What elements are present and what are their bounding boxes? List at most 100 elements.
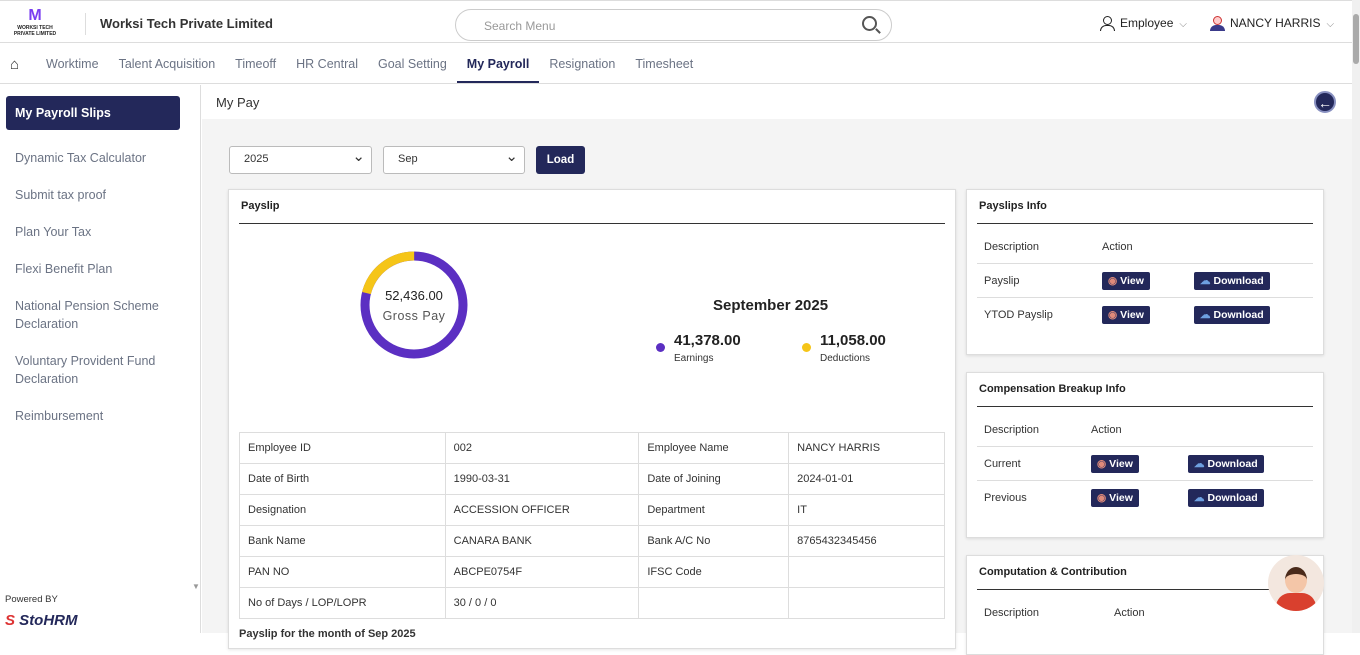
cloud-download-icon: ☁ bbox=[1200, 274, 1211, 287]
year-select[interactable]: 2025 bbox=[229, 146, 372, 174]
tab-my-payroll[interactable]: My Payroll bbox=[456, 44, 540, 83]
card-payslips-info: Payslips Info Description Action Payslip ◉ Vi… bbox=[966, 189, 1324, 355]
description-header: Description bbox=[984, 607, 1040, 619]
card-compensation-breakup-info: Compensation Breakup Info Description Acti… bbox=[966, 372, 1324, 538]
deductions-value: 11,058.00 bbox=[820, 332, 886, 349]
tab-timesheet[interactable]: Timesheet bbox=[635, 57, 694, 71]
role-dropdown[interactable]: Employee ⌵ bbox=[1100, 16, 1187, 31]
user-icon bbox=[1100, 16, 1115, 31]
field-value: CANARA BANK bbox=[444, 525, 640, 557]
field-value: IT bbox=[788, 494, 945, 526]
description-header: Description bbox=[984, 423, 1040, 436]
field-label: Designation bbox=[239, 494, 446, 526]
main-content: My Pay ← 2025 Sep Load Payslip 52,436.00 G… bbox=[202, 85, 1352, 655]
divider bbox=[85, 13, 86, 35]
tab-timeoff[interactable]: Timeoff bbox=[235, 57, 277, 71]
gross-pay-value: 52,436.00 bbox=[385, 288, 443, 303]
tab-resignation[interactable]: Resignation bbox=[549, 57, 616, 71]
sidebar-item-reimbursement[interactable]: Reimbursement bbox=[15, 409, 104, 423]
row-description: YTOD Payslip bbox=[984, 309, 1053, 321]
field-value: 30 / 0 / 0 bbox=[444, 587, 640, 619]
home-icon[interactable]: ⌂ bbox=[10, 56, 20, 73]
scroll-down-arrow[interactable]: ▼ bbox=[192, 582, 200, 591]
action-header: Action bbox=[1114, 607, 1145, 619]
field-label: Employee ID bbox=[239, 432, 446, 464]
search-input[interactable]: Search Menu bbox=[455, 9, 892, 41]
field-label: Date of Birth bbox=[239, 463, 446, 495]
earnings-label: Earnings bbox=[674, 353, 714, 364]
avatar-icon bbox=[1210, 16, 1225, 31]
sidebar-item-voluntary-provident-fund-declaration[interactable]: Voluntary Provident Fund Declaration bbox=[15, 354, 156, 386]
view-label: View bbox=[1120, 309, 1144, 321]
download-label: Download bbox=[1207, 492, 1258, 504]
row-description: Payslip bbox=[984, 274, 1020, 287]
download-label: Download bbox=[1207, 457, 1258, 470]
company-logo[interactable]: M WORKSI TECH PRIVATE LIMITED bbox=[13, 7, 57, 37]
field-label: IFSC Code bbox=[638, 556, 790, 588]
month-select[interactable]: Sep bbox=[383, 146, 525, 174]
load-button[interactable]: Load bbox=[536, 146, 585, 174]
download-button[interactable]: ☁ Download bbox=[1194, 271, 1270, 290]
action-header: Action bbox=[1102, 240, 1133, 253]
eye-icon: ◉ bbox=[1097, 492, 1107, 504]
deductions-label: Deductions bbox=[820, 353, 871, 364]
month-value: Sep bbox=[398, 153, 418, 165]
table-row: Designation ACCESSION OFFICER Department IT bbox=[239, 494, 945, 526]
view-label: View bbox=[1109, 492, 1133, 504]
eye-icon: ◉ bbox=[1108, 309, 1118, 321]
view-button[interactable]: ◉ View bbox=[1091, 454, 1139, 473]
download-button[interactable]: ☁ Download bbox=[1194, 306, 1270, 324]
sidebar-item-dynamic-tax-calculator[interactable]: Dynamic Tax Calculator bbox=[15, 151, 147, 165]
list-item: Current ◉ View ☁ Download bbox=[977, 447, 1313, 481]
role-label: Employee bbox=[1120, 16, 1174, 30]
sidebar-item-national-pension-scheme-declaration[interactable]: National Pension Scheme Declaration bbox=[15, 299, 159, 331]
table-row: Employee ID 002 Employee Name NANCY HARRIS bbox=[239, 432, 945, 464]
cloud-download-icon: ☁ bbox=[1194, 492, 1205, 504]
company-name: Worksi Tech Private Limited bbox=[100, 16, 273, 31]
earnings-value: 41,378.00 bbox=[674, 332, 741, 349]
tab-goal-setting[interactable]: Goal Setting bbox=[377, 57, 447, 71]
action-header: Action bbox=[1091, 423, 1122, 436]
download-button[interactable]: ☁ Download bbox=[1188, 489, 1264, 507]
sidebar-item-submit-tax-proof[interactable]: Submit tax proof bbox=[15, 188, 107, 202]
deductions-dot bbox=[802, 343, 811, 352]
sidebar-item-plan-your-tax[interactable]: Plan Your Tax bbox=[15, 225, 92, 239]
deductions-legend: 11,058.00 Deductions bbox=[802, 332, 886, 364]
download-button[interactable]: ☁ Download bbox=[1188, 454, 1264, 473]
page-title: My Pay bbox=[216, 95, 260, 110]
user-dropdown[interactable]: NANCY HARRIS ⌵ bbox=[1210, 16, 1335, 31]
back-icon[interactable]: ← bbox=[1314, 91, 1336, 113]
gross-pay-donut bbox=[360, 251, 468, 359]
tab-worktime[interactable]: Worktime bbox=[46, 57, 99, 71]
tab-talent-acquisition[interactable]: Talent Acquisition bbox=[118, 57, 216, 71]
field-label: Employee Name bbox=[638, 432, 790, 464]
table-row: Bank Name CANARA BANK Bank A/C No 876543234… bbox=[239, 525, 945, 557]
powered-by: Powered BY bbox=[5, 594, 58, 605]
chevron-down-icon: ⌵ bbox=[1326, 19, 1335, 30]
view-button[interactable]: ◉ View bbox=[1102, 271, 1150, 290]
row-description: Previous bbox=[984, 492, 1027, 504]
list-item: YTOD Payslip ◉ View ☁ Download bbox=[977, 298, 1313, 332]
view-button[interactable]: ◉ View bbox=[1102, 306, 1150, 324]
tab-hr-central[interactable]: HR Central bbox=[296, 57, 358, 71]
field-value: 8765432345456 bbox=[788, 525, 945, 557]
sidebar-item-flexi-benefit-plan[interactable]: Flexi Benefit Plan bbox=[15, 262, 113, 276]
gross-pay-label: Gross Pay bbox=[382, 309, 446, 323]
field-label bbox=[638, 587, 790, 619]
page-scrollbar[interactable] bbox=[1352, 0, 1360, 633]
sidebar-item-my-payroll-slips[interactable]: My Payroll Slips bbox=[6, 96, 180, 130]
deductions-arc bbox=[360, 251, 468, 359]
payslip-title: Payslip bbox=[239, 190, 945, 224]
sidebar: My Payroll Slips Dynamic Tax Calculator Su… bbox=[0, 85, 201, 633]
search-placeholder: Search Menu bbox=[484, 19, 556, 33]
search-icon[interactable] bbox=[862, 16, 877, 31]
payslip-footer: Payslip for the month of Sep 2025 bbox=[239, 628, 416, 640]
field-label: Bank A/C No bbox=[638, 525, 790, 557]
field-label: Date of Joining bbox=[638, 463, 790, 495]
stohrm-logo: S StoHRM bbox=[5, 612, 78, 629]
field-label: Bank Name bbox=[239, 525, 446, 557]
assistant-avatar[interactable] bbox=[1268, 555, 1324, 611]
field-value: 2024-01-01 bbox=[788, 463, 945, 495]
view-button[interactable]: ◉ View bbox=[1091, 489, 1139, 507]
view-label: View bbox=[1109, 457, 1133, 470]
